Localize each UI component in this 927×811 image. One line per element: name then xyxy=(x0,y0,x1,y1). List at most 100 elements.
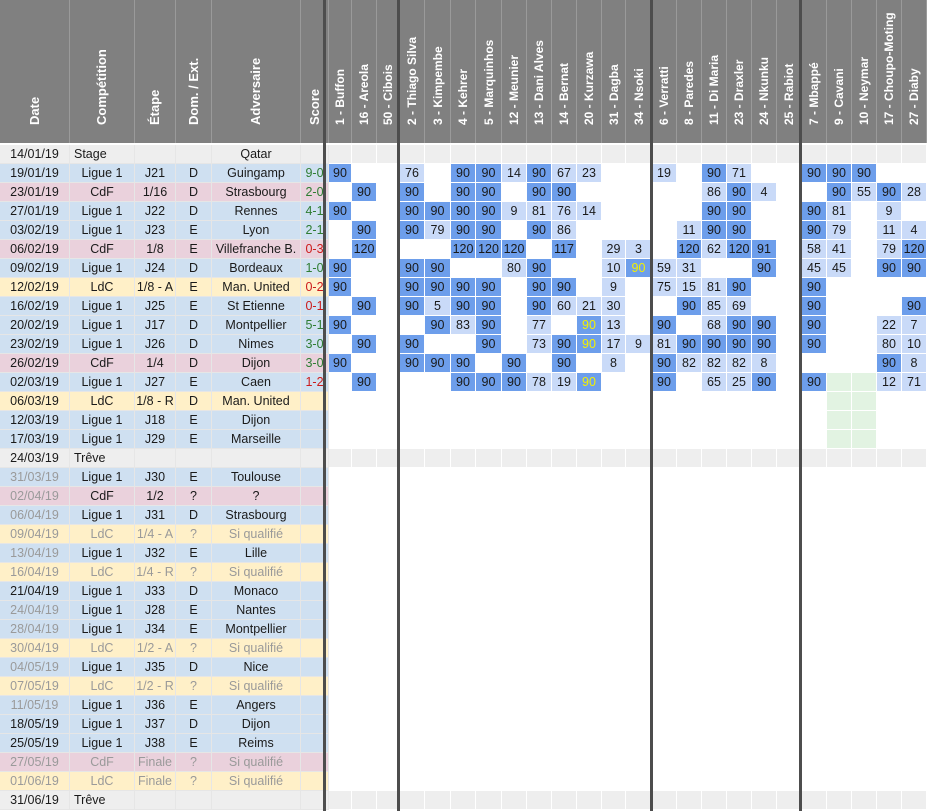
cell-comp[interactable]: LdC xyxy=(70,525,135,544)
cell-score[interactable]: 2-0 xyxy=(301,183,329,202)
minutes-cell-p27[interactable] xyxy=(902,411,927,430)
minutes-cell-p20[interactable] xyxy=(577,354,602,373)
cell-venue[interactable]: D xyxy=(176,354,212,373)
cell-date[interactable]: 20/02/19 xyxy=(0,316,70,335)
minutes-cell-p24[interactable]: 91 xyxy=(752,240,777,259)
minutes-cell-p34[interactable] xyxy=(626,449,652,468)
cell-stage[interactable]: J27 xyxy=(135,373,176,392)
minutes-cell-p14[interactable] xyxy=(552,411,577,430)
minutes-cell-p31[interactable] xyxy=(602,145,626,164)
column-header-p20[interactable]: 20 - Kurzawa xyxy=(577,0,602,143)
minutes-cell-p4[interactable] xyxy=(451,677,476,696)
minutes-cell-p10[interactable] xyxy=(852,734,877,753)
minutes-cell-p13[interactable] xyxy=(527,240,552,259)
cell-comp[interactable]: Ligue 1 xyxy=(70,582,135,601)
minutes-cell-p2[interactable] xyxy=(400,639,425,658)
minutes-cell-p13[interactable]: 77 xyxy=(527,316,552,335)
minutes-cell-p5[interactable]: 90 xyxy=(476,335,502,354)
minutes-cell-p9[interactable] xyxy=(827,582,852,601)
cell-venue[interactable]: ? xyxy=(176,487,212,506)
minutes-cell-p1[interactable] xyxy=(329,468,352,487)
minutes-cell-p34[interactable] xyxy=(626,563,652,582)
minutes-cell-p24[interactable] xyxy=(752,525,777,544)
minutes-cell-p27[interactable] xyxy=(902,449,927,468)
cell-date[interactable]: 06/04/19 xyxy=(0,506,70,525)
minutes-cell-p6[interactable] xyxy=(652,487,677,506)
minutes-cell-p10[interactable] xyxy=(852,563,877,582)
minutes-cell-p11[interactable]: 90 xyxy=(702,202,727,221)
minutes-cell-p24[interactable] xyxy=(752,164,777,183)
cell-opp[interactable]: Rennes xyxy=(212,202,301,221)
minutes-cell-p13[interactable] xyxy=(527,563,552,582)
minutes-cell-p24[interactable] xyxy=(752,145,777,164)
minutes-cell-p34[interactable] xyxy=(626,544,652,563)
minutes-cell-p5[interactable]: 120 xyxy=(476,240,502,259)
minutes-cell-p1[interactable] xyxy=(329,791,352,810)
minutes-cell-p9[interactable] xyxy=(827,601,852,620)
minutes-cell-p17[interactable] xyxy=(877,544,902,563)
minutes-cell-p16[interactable]: 90 xyxy=(352,335,377,354)
minutes-cell-p20[interactable] xyxy=(577,601,602,620)
minutes-cell-p11[interactable] xyxy=(702,468,727,487)
cell-venue[interactable]: E xyxy=(176,620,212,639)
cell-score[interactable]: 0-2 xyxy=(301,278,329,297)
minutes-cell-p4[interactable]: 83 xyxy=(451,316,476,335)
minutes-cell-p8[interactable] xyxy=(677,753,702,772)
minutes-cell-p34[interactable] xyxy=(626,753,652,772)
cell-comp[interactable]: Trêve xyxy=(70,449,135,468)
minutes-cell-p20[interactable]: 14 xyxy=(577,202,602,221)
minutes-cell-p2[interactable] xyxy=(400,373,425,392)
minutes-cell-p23[interactable] xyxy=(727,449,752,468)
minutes-cell-p16[interactable] xyxy=(352,582,377,601)
column-header-p4[interactable]: 4 - Kehrer xyxy=(451,0,476,143)
cell-date[interactable]: 27/05/19 xyxy=(0,753,70,772)
minutes-cell-p8[interactable] xyxy=(677,449,702,468)
minutes-cell-p17[interactable] xyxy=(877,563,902,582)
minutes-cell-p23[interactable] xyxy=(727,772,752,791)
minutes-cell-p4[interactable] xyxy=(451,734,476,753)
minutes-cell-p10[interactable] xyxy=(852,544,877,563)
minutes-cell-p23[interactable]: 90 xyxy=(727,183,752,202)
minutes-cell-p31[interactable] xyxy=(602,620,626,639)
cell-comp[interactable]: LdC xyxy=(70,392,135,411)
minutes-cell-p20[interactable] xyxy=(577,525,602,544)
cell-opp[interactable] xyxy=(212,449,301,468)
minutes-cell-p31[interactable] xyxy=(602,563,626,582)
minutes-cell-p11[interactable] xyxy=(702,715,727,734)
minutes-cell-p17[interactable] xyxy=(877,696,902,715)
minutes-cell-p27[interactable] xyxy=(902,753,927,772)
minutes-cell-p13[interactable] xyxy=(527,772,552,791)
minutes-cell-p11[interactable] xyxy=(702,544,727,563)
minutes-cell-p13[interactable] xyxy=(527,696,552,715)
cell-date[interactable]: 02/03/19 xyxy=(0,373,70,392)
minutes-cell-p7[interactable] xyxy=(802,563,827,582)
minutes-cell-p1[interactable]: 90 xyxy=(329,278,352,297)
minutes-cell-p1[interactable] xyxy=(329,145,352,164)
minutes-cell-p6[interactable] xyxy=(652,715,677,734)
minutes-cell-p10[interactable] xyxy=(852,620,877,639)
minutes-cell-p6[interactable] xyxy=(652,145,677,164)
minutes-cell-p9[interactable] xyxy=(827,715,852,734)
minutes-cell-p2[interactable] xyxy=(400,392,425,411)
column-header-stage[interactable]: Étape xyxy=(135,0,176,143)
cell-stage[interactable]: J37 xyxy=(135,715,176,734)
minutes-cell-p5[interactable] xyxy=(476,658,502,677)
minutes-cell-p4[interactable] xyxy=(451,449,476,468)
minutes-cell-p34[interactable] xyxy=(626,430,652,449)
minutes-cell-p11[interactable] xyxy=(702,772,727,791)
cell-date[interactable]: 24/04/19 xyxy=(0,601,70,620)
cell-score[interactable] xyxy=(301,734,329,753)
minutes-cell-p12[interactable] xyxy=(502,468,527,487)
minutes-cell-p7[interactable] xyxy=(802,392,827,411)
minutes-cell-p14[interactable]: 90 xyxy=(552,335,577,354)
minutes-cell-p16[interactable] xyxy=(352,202,377,221)
minutes-cell-p23[interactable]: 25 xyxy=(727,373,752,392)
minutes-cell-p11[interactable] xyxy=(702,658,727,677)
minutes-cell-p3[interactable] xyxy=(425,563,451,582)
minutes-cell-p11[interactable]: 90 xyxy=(702,221,727,240)
minutes-cell-p8[interactable] xyxy=(677,772,702,791)
minutes-cell-p13[interactable]: 73 xyxy=(527,335,552,354)
cell-comp[interactable]: Ligue 1 xyxy=(70,411,135,430)
minutes-cell-p31[interactable] xyxy=(602,582,626,601)
minutes-cell-p4[interactable] xyxy=(451,145,476,164)
